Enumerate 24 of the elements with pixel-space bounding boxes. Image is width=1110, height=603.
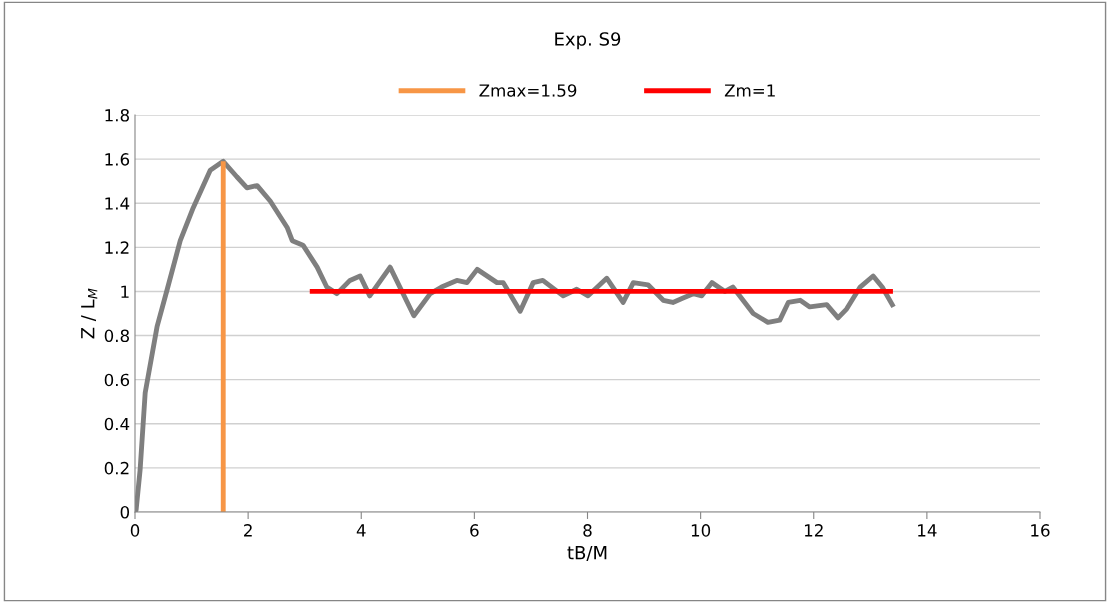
x-tick-label: 14 [918,524,937,537]
y-tick-label: 1.4 [105,197,130,210]
y-axis-title: Z / L$_{M}$ [81,288,98,339]
y-tick-label: 1.8 [105,108,129,122]
legend-label: Zm=1 [724,84,775,97]
chart-title: Exp. S9 [555,32,621,50]
legend-label: Zmax=1.59 [479,84,577,97]
x-tick-label: 12 [804,524,823,537]
y-tick-label: 0.6 [104,373,130,387]
y-tick-label: 1 [121,285,129,298]
x-tick-label: 2 [244,524,252,537]
y-tick-label: 1.6 [105,153,130,166]
y-tick-label: 0.8 [104,329,129,343]
x-tick-label: 0 [130,524,140,537]
x-axis-title: tB/M [567,546,607,561]
x-tick-label: 10 [691,524,711,537]
x-tick-label: 8 [583,524,592,537]
y-tick-label: 0.4 [104,417,130,431]
x-tick-label: 6 [470,524,479,537]
y-tick-label: 0 [120,505,130,519]
x-tick-label: 16 [1031,524,1050,537]
y-tick-label: 1.2 [105,241,129,254]
y-tick-label: 0.2 [104,461,129,475]
x-tick-label: 4 [356,524,366,537]
